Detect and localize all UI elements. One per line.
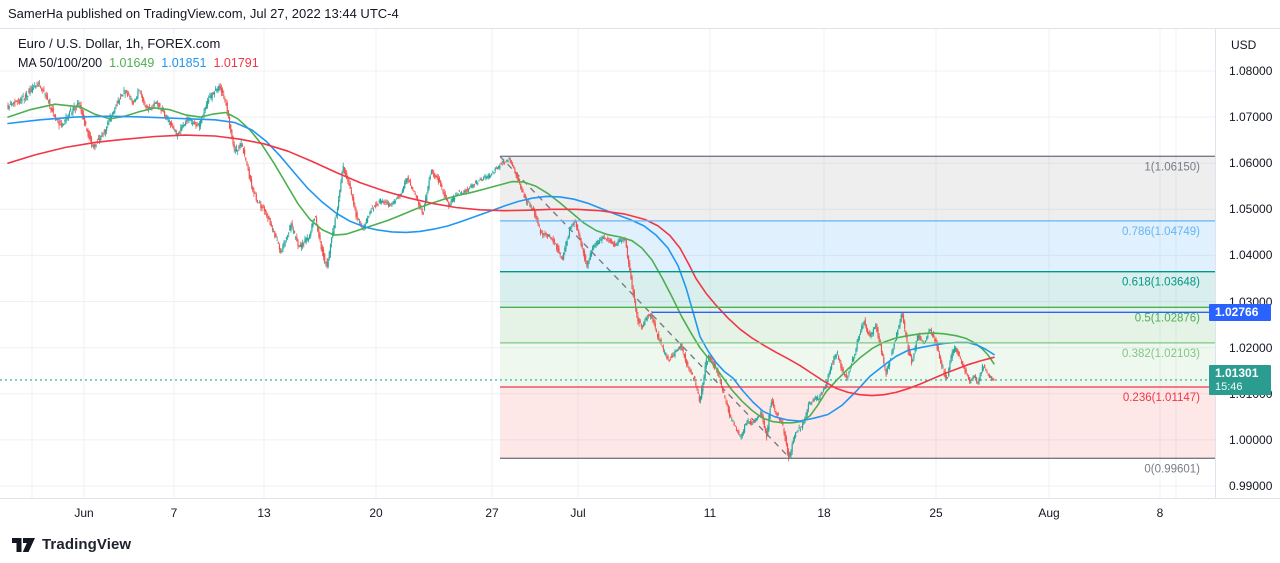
ma200-line[interactable] [7,134,995,397]
last-price-value: 1.01301 [1215,366,1259,380]
candles [7,80,995,462]
ma100-line[interactable] [7,115,995,422]
level-badge-value: 1.02766 [1215,305,1259,319]
fib-level-label: 0.786(1.04749) [1122,226,1200,238]
symbol-title[interactable]: Euro / U.S. Dollar, 1h, FOREX.com [18,36,221,51]
time-tick-label: 8 [1156,506,1164,520]
price-tick-label: 1.04000 [1229,248,1273,262]
tradingview-logo-icon [12,537,35,552]
time-tick-label: 27 [485,506,499,520]
last-price-badge: 1.01301 15:46 [1209,365,1271,395]
price-tick-label: 1.02000 [1229,341,1273,355]
price-tick-label: 1.08000 [1229,64,1273,78]
price-tick-label: 0.99000 [1229,479,1273,493]
time-axis[interactable]: Jun 7 13 20 27 Jul 11 18 25 Aug 8 [0,498,1280,530]
fib-level-label: 0.618(1.03648) [1122,277,1200,289]
price-tick-label: 1.07000 [1229,110,1273,124]
price-tick-label: 1.00000 [1229,433,1273,447]
time-tick-label: 7 [170,506,178,520]
candlestick-chart-canvas[interactable]: 1(1.06150) 0.786(1.04749) 0.618(1.03648) 0.… [0,29,1215,498]
fib-level-label: 0.382(1.02103) [1122,348,1200,360]
time-tick-label: 13 [257,506,271,520]
ma-indicator-legend[interactable]: MA 50/100/200 1.01649 1.01851 1.01791 [18,54,259,72]
chart-frame: 1(1.06150) 0.786(1.04749) 0.618(1.03648) 0.… [0,28,1280,530]
price-level-badge: 1.02766 [1209,304,1271,321]
fib-level-label: 0(0.99601) [1144,463,1200,475]
tradingview-logo[interactable]: TradingView [12,536,131,553]
time-tick-label: Jun [74,506,94,520]
ma200-value: 1.01791 [213,56,259,70]
time-tick-label: 18 [817,506,831,520]
ma50-line[interactable] [7,103,995,424]
time-tick-label: Aug [1038,506,1060,520]
time-tick-label: 25 [929,506,943,520]
fib-level-label: 1(1.06150) [1144,161,1200,173]
ma100-value: 1.01851 [161,56,207,70]
ma50-value: 1.01649 [109,56,155,70]
ma-indicator-label: MA 50/100/200 [18,56,103,70]
price-tick-label: 1.06000 [1229,156,1273,170]
fib-level-label: 0.236(1.01147) [1123,392,1200,404]
last-price-time: 15:46 [1215,381,1243,393]
time-tick-label: 20 [369,506,383,520]
chart-legend: Euro / U.S. Dollar, 1h, FOREX.com MA 50/… [18,35,259,72]
fib-level-label: 0.5(1.02876) [1135,312,1200,324]
attribution-text: SamerHa published on TradingView.com, Ju… [8,6,399,21]
time-tick-label: Jul [570,506,586,520]
tradingview-logo-text: TradingView [42,536,132,553]
price-axis[interactable]: USD 1.08000 1.07000 1.06000 1.05000 1.04000 1… [1215,29,1280,529]
currency-label: USD [1231,38,1257,52]
time-tick-label: 11 [703,506,717,520]
price-tick-label: 1.05000 [1229,202,1273,216]
